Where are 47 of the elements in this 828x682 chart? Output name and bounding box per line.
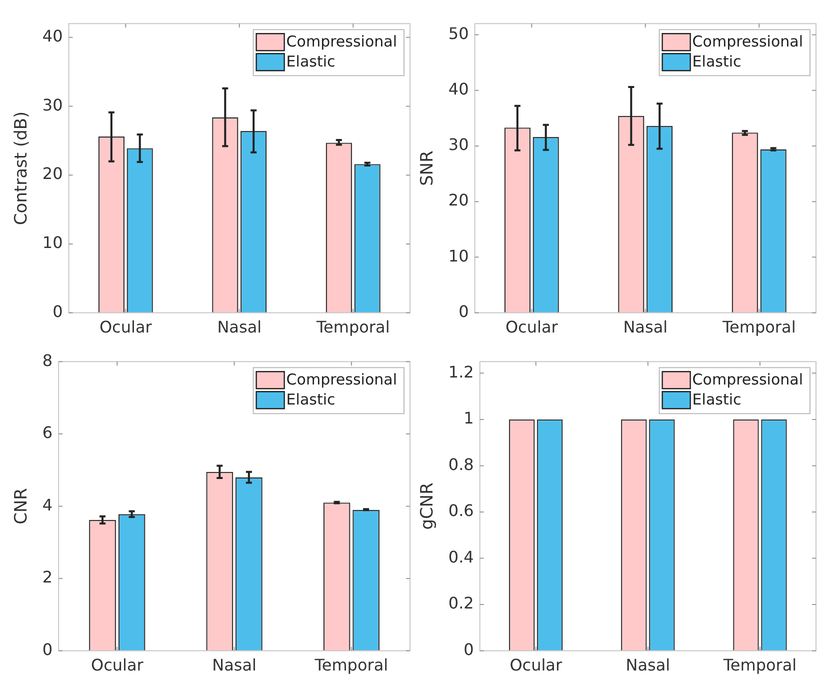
y-tick-label: 20 [42,164,63,184]
y-tick-label: 30 [42,95,63,114]
y-tick-label: 1.2 [448,362,474,382]
y-tick-label: 4 [42,495,53,514]
x-tick-label: Temporal [315,318,390,337]
y-tick-label: 0.2 [448,594,474,613]
y-tick-label: 0 [52,302,63,321]
x-tick-label: Ocular [510,656,562,675]
y-tick-label: 8 [42,350,53,370]
y-tick-label: 6 [42,423,53,442]
legend-label: Compressional [286,32,398,50]
y-tick-label: 40 [42,26,63,46]
y-tick-label: 10 [42,233,63,252]
y-tick-label: 0 [42,640,53,659]
y-axis-title: Contrast (dB) [12,111,32,226]
legend-label: Elastic [286,390,336,408]
legend-label: Elastic [286,52,336,70]
x-tick-label: Nasal [217,318,262,337]
y-axis-title: SNR [418,150,438,186]
y-tick-label: 0.6 [448,501,474,520]
y-tick-label: 50 [448,24,469,43]
legend-label: Elastic [692,390,742,408]
x-tick-label: Ocular [99,318,152,337]
x-tick-label: Temporal [721,318,796,337]
legend-label: Compressional [692,32,804,50]
y-tick-label: 20 [448,190,469,210]
x-tick-label: Nasal [626,656,670,675]
y-tick-label: 0 [458,302,469,321]
x-tick-label: Temporal [722,656,797,675]
x-tick-label: Ocular [90,656,144,675]
y-tick-label: 30 [448,135,469,154]
y-axis-title: CNR [12,488,32,524]
x-tick-label: Temporal [314,656,388,675]
y-tick-label: 10 [448,246,469,266]
legend-label: Compressional [286,370,398,388]
y-axis-title: gCNR [418,482,438,530]
y-tick-label: 40 [448,79,469,98]
y-tick-label: 0.8 [448,454,474,474]
y-tick-label: 0.4 [448,547,474,566]
y-tick-label: 2 [42,568,53,587]
legend-label: Compressional [692,370,804,388]
y-tick-label: 1 [464,408,474,428]
legend-label: Elastic [692,52,742,70]
x-tick-label: Nasal [212,656,256,675]
y-tick-label: 0 [464,640,474,659]
x-tick-label: Ocular [505,318,558,337]
x-tick-label: Nasal [623,318,668,337]
